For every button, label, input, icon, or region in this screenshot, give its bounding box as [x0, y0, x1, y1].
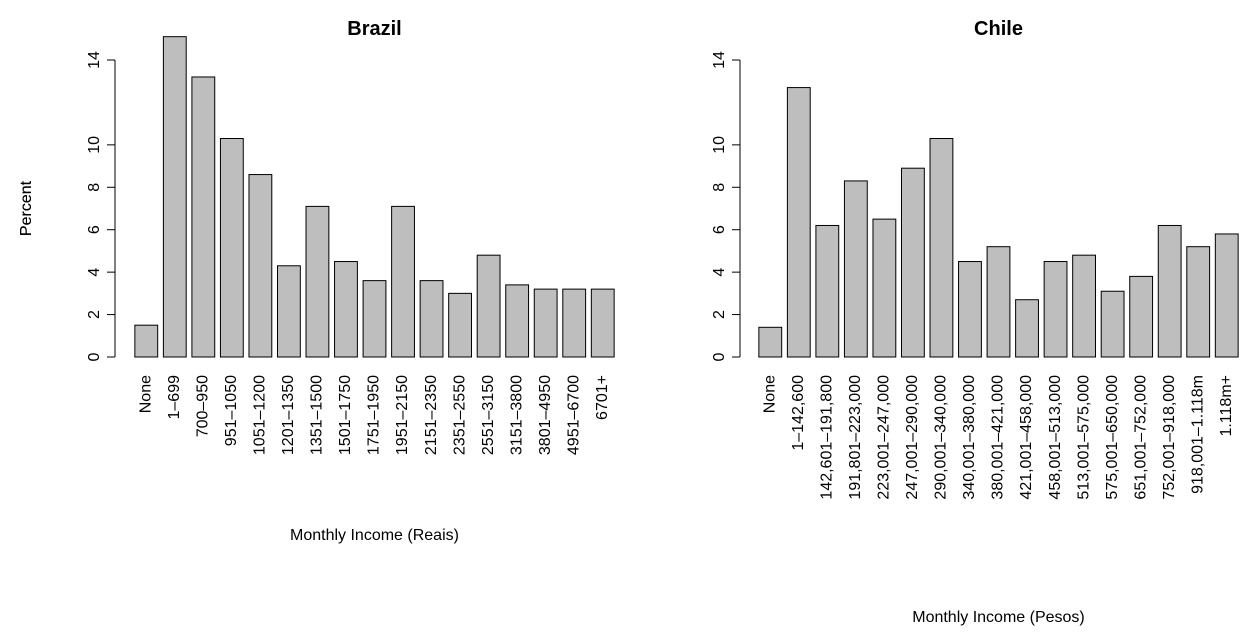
bar: [305, 205, 330, 358]
x-tick-label: 651,001–752,000: [1132, 375, 1149, 500]
chart-title: Brazil: [347, 18, 401, 40]
x-tick-label: 700–950: [195, 375, 212, 437]
y-tick-label: 4: [711, 268, 728, 277]
bar: [590, 288, 615, 358]
bar: [1186, 246, 1211, 358]
y-tick-label: 8: [86, 183, 103, 192]
y-tick-label: 8: [711, 183, 728, 192]
y-tick-label: 2: [86, 310, 103, 319]
y-tick-label: 14: [711, 51, 728, 69]
bar: [815, 224, 840, 358]
x-tick-label: 2151–2350: [423, 375, 440, 455]
x-tick-label: 951–1050: [223, 375, 240, 446]
x-tick-label: 191,801–223,000: [847, 375, 864, 500]
x-tick-label: 1751–1950: [366, 375, 383, 455]
x-tick-label: 6701+: [594, 375, 611, 420]
bar: [277, 265, 301, 358]
bar: [872, 218, 897, 358]
x-tick-label: 223,001–247,000: [876, 375, 893, 500]
bar: [334, 261, 358, 358]
bar: [1157, 224, 1182, 358]
bar: [1072, 254, 1097, 358]
bar: [758, 326, 783, 358]
bar: [248, 174, 273, 358]
y-tick-label: 6: [711, 225, 728, 234]
bar: [1214, 233, 1239, 358]
y-tick-label: 0: [86, 352, 103, 361]
bar: [191, 76, 216, 358]
x-tick-label: 421,001–458,000: [1018, 375, 1035, 500]
x-tick-label: 3801–4950: [537, 375, 554, 455]
x-tick-label: 1951–2150: [394, 375, 411, 455]
x-tick-label: 918,001–1.118m: [1189, 375, 1206, 494]
bar: [134, 324, 159, 358]
x-tick-label: 4951–6700: [565, 375, 582, 455]
bar: [1043, 261, 1068, 358]
bar: [958, 261, 982, 358]
bar: [533, 288, 558, 358]
bar: [219, 137, 244, 358]
x-tick-label: 1501–1750: [337, 375, 354, 455]
bar: [901, 167, 925, 358]
bar: [929, 137, 954, 358]
bar: [562, 288, 587, 358]
x-tick-label: 2351–2550: [451, 375, 468, 455]
bar: [362, 280, 387, 358]
bar: [505, 284, 530, 358]
x-tick-label: 3151–3800: [508, 375, 525, 455]
bar: [1129, 275, 1154, 358]
y-tick-label: 14: [86, 51, 103, 69]
bar: [786, 87, 811, 358]
y-tick-label: 0: [711, 352, 728, 361]
x-tick-label: 1351–1500: [309, 375, 326, 455]
x-tick-label: 340,001–380,000: [961, 375, 978, 500]
chart-title: Chile: [974, 18, 1023, 40]
bar: [843, 180, 868, 358]
y-axis-title: Percent: [18, 180, 35, 236]
bar: [1015, 299, 1039, 358]
x-tick-label: 142,601–191,800: [819, 375, 836, 500]
y-axis-title: Percent: [18, 180, 35, 236]
bar: [391, 205, 415, 358]
bar: [476, 254, 501, 358]
y-tick-label: 4: [86, 268, 103, 277]
x-tick-label: None: [761, 375, 778, 413]
x-tick-label: 247,001–290,000: [904, 375, 921, 500]
bar: [162, 36, 187, 358]
x-tick-label: 513,001–575,000: [1075, 375, 1092, 500]
x-tick-label: 2551–3150: [480, 375, 497, 455]
x-tick-label: 458,001–513,000: [1047, 375, 1064, 500]
x-tick-label: 575,001–650,000: [1104, 375, 1121, 500]
y-tick-label: 10: [86, 136, 103, 154]
y-tick-label: 2: [711, 310, 728, 319]
bar: [1100, 290, 1125, 358]
bar: [986, 246, 1011, 358]
x-tick-label: None: [137, 375, 154, 413]
x-tick-label: 1–699: [166, 375, 183, 420]
x-tick-label: 752,001–918,000: [1161, 375, 1178, 500]
x-tick-label: 1051–1200: [252, 375, 269, 455]
y-tick-label: 10: [711, 136, 728, 154]
x-tick-label: 1.118m+: [1218, 375, 1235, 437]
x-tick-label: 1201–1350: [280, 375, 297, 455]
x-axis-title: Monthly Income (Pesos): [912, 609, 1085, 626]
x-tick-label: 290,001–340,000: [933, 375, 950, 500]
x-axis-title: Monthly Income (Reais): [290, 527, 459, 544]
x-tick-label: 1–142,600: [790, 375, 807, 451]
bar: [448, 292, 473, 358]
bar: [419, 280, 444, 358]
x-tick-label: 380,001–421,000: [990, 375, 1007, 500]
y-tick-label: 6: [86, 225, 103, 234]
